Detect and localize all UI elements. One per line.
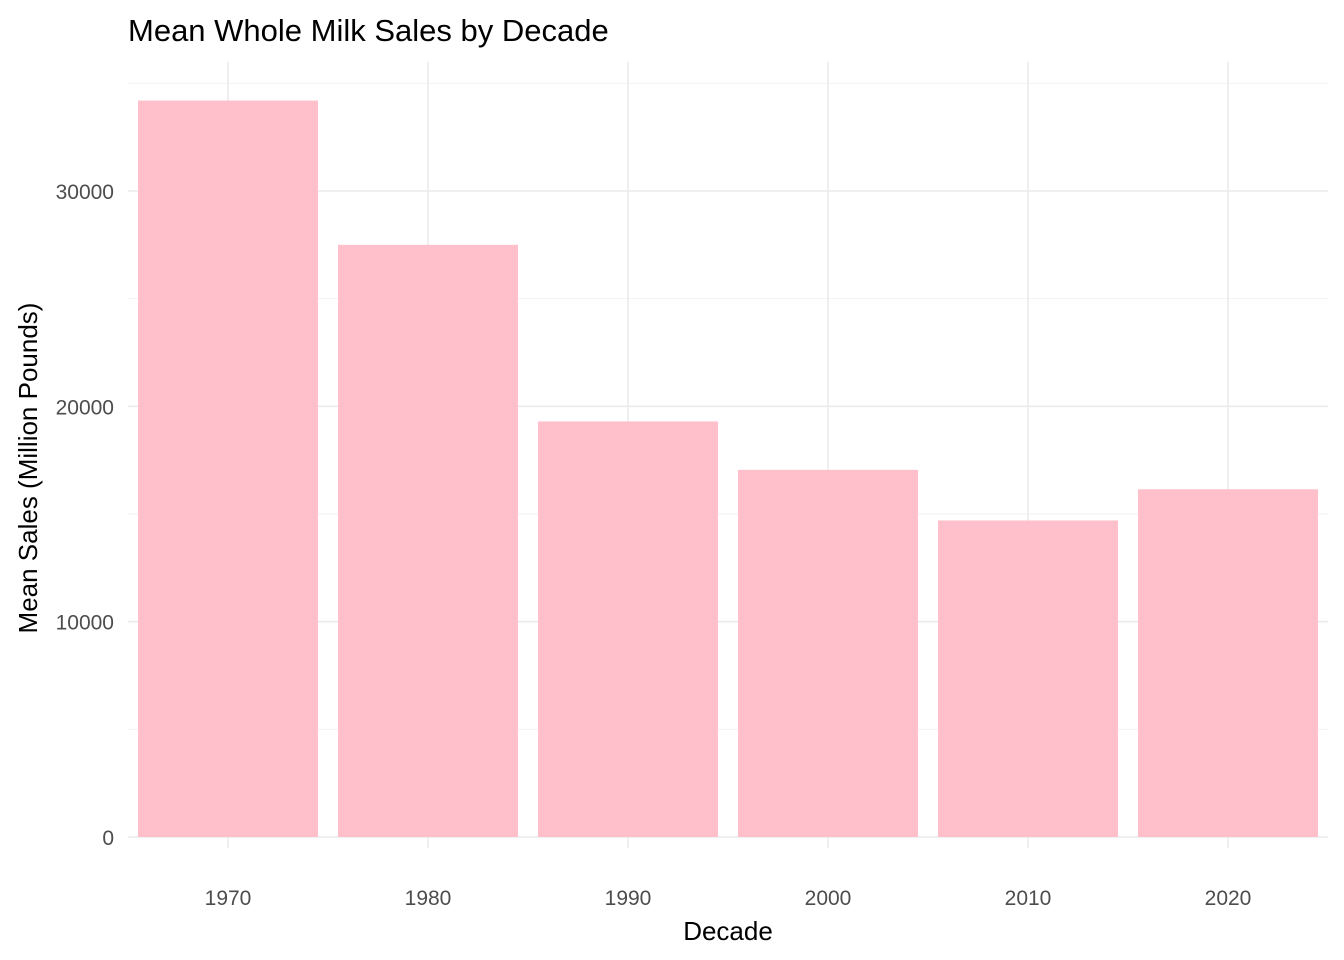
y-tick-label: 10000 [56, 612, 114, 635]
x-tick-label: 1980 [405, 887, 452, 910]
bar-1990 [538, 421, 718, 837]
x-tick-label: 2010 [1005, 887, 1052, 910]
y-tick-label: 0 [102, 827, 114, 850]
x-tick-label: 2000 [805, 887, 852, 910]
x-axis-ticks: 1970 1980 1990 2000 2010 2020 [205, 887, 1252, 910]
x-tick-label: 1990 [605, 887, 652, 910]
chart-title: Mean Whole Milk Sales by Decade [128, 13, 609, 48]
bar-2000 [738, 469, 918, 837]
bar-2020 [1138, 489, 1318, 837]
y-axis-ticks: 0 10000 20000 30000 [56, 181, 114, 850]
x-axis-title: Decade [683, 916, 773, 946]
bar-1970 [138, 100, 318, 837]
x-tick-label: 1970 [205, 887, 252, 910]
bar-1980 [338, 244, 518, 838]
y-tick-label: 20000 [56, 396, 114, 419]
y-tick-label: 30000 [56, 181, 114, 204]
bars [138, 100, 1318, 838]
x-tick-label: 2020 [1205, 887, 1252, 910]
bar-2010 [938, 520, 1118, 837]
y-axis-title: Mean Sales (Million Pounds) [13, 303, 43, 634]
